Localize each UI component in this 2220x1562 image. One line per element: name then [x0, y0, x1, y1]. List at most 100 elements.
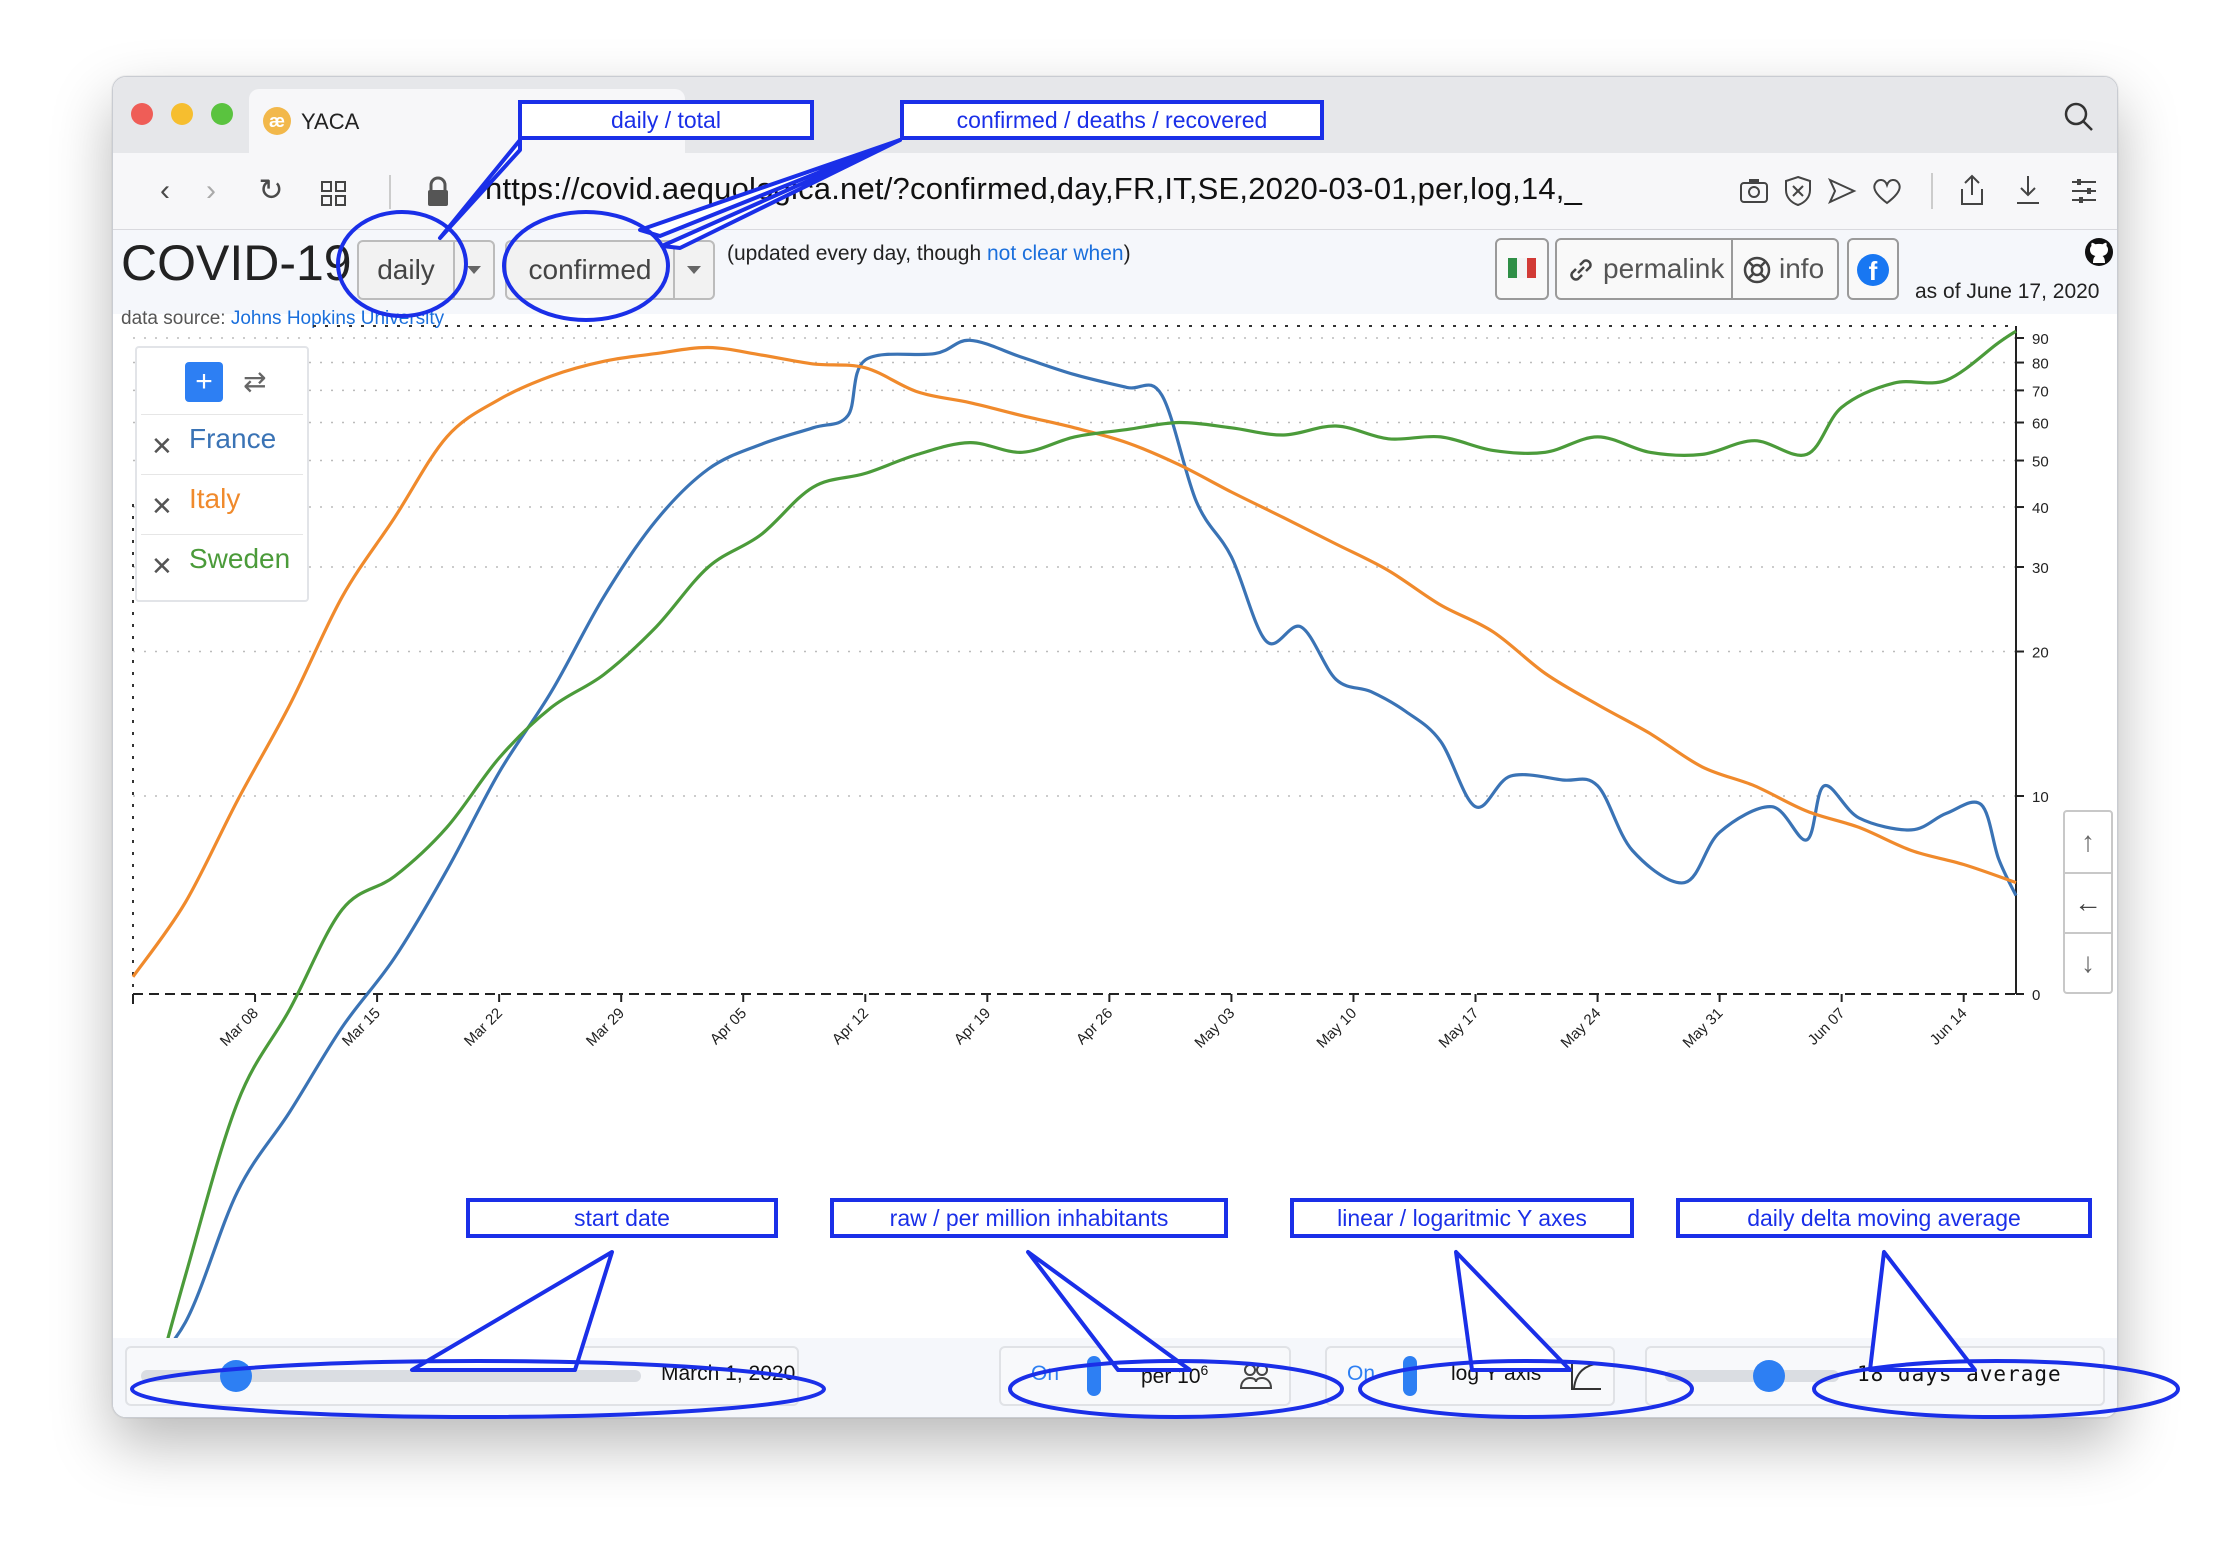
- y-tick-label: 80: [2032, 356, 2049, 373]
- legend-item-france[interactable]: ✕ France: [141, 414, 303, 473]
- remove-icon[interactable]: ✕: [151, 491, 173, 521]
- tab-overview-icon[interactable]: [319, 179, 349, 209]
- permalink-label: permalink: [1603, 253, 1725, 284]
- not-clear-when-link[interactable]: not clear when: [986, 242, 1124, 265]
- chart-series: [131, 329, 2018, 1338]
- y-tick-label: 70: [2032, 383, 2049, 400]
- y-tick-label: 60: [2032, 416, 2049, 433]
- update-note-text: (updated every day, though: [727, 242, 987, 265]
- raw-per-million-pointer: [1026, 1250, 1192, 1372]
- remove-icon[interactable]: ✕: [151, 551, 173, 581]
- chevron-down-icon: [673, 242, 713, 298]
- legend-item-sweden[interactable]: ✕ Sweden: [141, 534, 303, 593]
- pan-up-button[interactable]: ↑: [2065, 812, 2111, 874]
- per-million-highlight-ellipse: [1008, 1359, 1344, 1419]
- johns-hopkins-link[interactable]: Johns Hopkins University: [230, 308, 445, 329]
- pan-down-button[interactable]: ↓: [2081, 947, 2095, 978]
- confirmed-highlight-ellipse: [502, 210, 670, 322]
- y-tick-label: 40: [2032, 500, 2049, 517]
- annotation-start-date: start date: [466, 1198, 778, 1238]
- per-million-exponent: 6: [1200, 1362, 1209, 1378]
- legend-label: France: [189, 423, 277, 454]
- legend-label: Sweden: [189, 543, 291, 574]
- permalink-button[interactable]: permalink: [1555, 238, 1735, 300]
- facebook-button[interactable]: f: [1847, 238, 1899, 300]
- log-axis-toggle[interactable]: [1403, 1356, 1417, 1396]
- language-button[interactable]: [1495, 238, 1549, 300]
- browser-toolbar: ‹ › ↻: [113, 153, 2117, 230]
- shield-block-icon[interactable]: [1783, 175, 1813, 207]
- page-title: COVID-19: [121, 235, 352, 291]
- annotation-axes: linear / logaritmic Y axes: [1290, 1198, 1634, 1238]
- y-axis-ticks: 0 10 20 30 40 50 60 70 80 90: [2016, 331, 2049, 1004]
- data-source-label: data source:: [121, 308, 231, 329]
- daily-total-pointer: [438, 138, 522, 240]
- share-icon[interactable]: [1957, 173, 1987, 207]
- mode-select[interactable]: daily: [357, 240, 495, 300]
- y-tick-label: 90: [2032, 331, 2049, 348]
- annotation-daily-total: daily / total: [518, 100, 814, 140]
- pan-controls: ↑ ← ↓: [2063, 810, 2113, 994]
- back-icon[interactable]: ‹: [160, 174, 170, 207]
- chevron-down-icon: [453, 242, 493, 298]
- moving-average-slider-track[interactable]: [1665, 1370, 1839, 1382]
- y-tick-label: 20: [2032, 645, 2049, 662]
- legend-label: Italy: [189, 483, 241, 514]
- search-icon[interactable]: [2061, 99, 2097, 135]
- info-button[interactable]: info: [1731, 238, 1839, 300]
- settings-sliders-icon[interactable]: [2069, 177, 2099, 205]
- lock-icon: [428, 176, 448, 206]
- heart-icon[interactable]: [1871, 177, 1903, 205]
- update-note-suffix: ): [1123, 242, 1131, 265]
- camera-icon[interactable]: [1739, 177, 1769, 205]
- yaca-logo-icon: æ: [263, 107, 291, 135]
- series-line-france: [173, 338, 2018, 1338]
- metric-select[interactable]: confirmed: [505, 240, 715, 300]
- y-tick-label: 10: [2032, 789, 2049, 806]
- y-tick-label: 0: [2032, 987, 2040, 1004]
- facebook-icon: f: [1857, 254, 1889, 286]
- moving-average-slider-thumb[interactable]: [1753, 1360, 1786, 1392]
- maximize-window-icon[interactable]: [211, 103, 233, 125]
- info-label: info: [1779, 253, 1825, 284]
- y-tick-label: 30: [2032, 560, 2049, 577]
- add-country-button[interactable]: +: [185, 362, 223, 402]
- annotation-raw-per-million: raw / per million inhabitants: [830, 1198, 1228, 1238]
- legend-item-italy[interactable]: ✕ Italy: [141, 474, 303, 533]
- close-window-icon[interactable]: [131, 103, 153, 125]
- italian-flag-icon: [1508, 258, 1536, 278]
- send-icon[interactable]: [1827, 177, 1857, 205]
- github-icon[interactable]: [2083, 236, 2115, 268]
- daily-highlight-ellipse: [336, 210, 468, 318]
- update-note: (updated every day, though not clear whe…: [727, 242, 1131, 266]
- axes-pointer: [1454, 1250, 1572, 1372]
- lifebuoy-icon: [1743, 256, 1771, 284]
- toolbar-divider: [389, 175, 391, 209]
- start-date-highlight-ellipse: [130, 1359, 826, 1419]
- link-icon: [1570, 259, 1592, 281]
- remove-icon[interactable]: ✕: [151, 431, 173, 461]
- y-tick-label: 50: [2032, 454, 2049, 471]
- swap-icon[interactable]: ⇄: [243, 366, 267, 397]
- start-date-slider-thumb[interactable]: [220, 1360, 252, 1392]
- download-icon[interactable]: [2013, 173, 2043, 207]
- annotation-moving-average: daily delta moving average: [1676, 1198, 2092, 1238]
- pan-left-button[interactable]: ←: [2065, 874, 2111, 934]
- forward-icon[interactable]: ›: [206, 174, 216, 207]
- address-bar[interactable]: https://covid.aequologica.net/?confirmed…: [485, 171, 1583, 206]
- annotation-metric: confirmed / deaths / recovered: [900, 100, 1324, 140]
- data-source: data source: Johns Hopkins University: [121, 308, 444, 330]
- reload-icon[interactable]: ↻: [258, 174, 284, 207]
- tab-title: YACA: [301, 109, 360, 134]
- metric-select-value: confirmed: [528, 254, 652, 285]
- series-line-italy: [131, 345, 2017, 978]
- metric-pointer: [638, 138, 902, 238]
- mode-select-value: daily: [377, 254, 435, 285]
- start-date-slider-track[interactable]: [141, 1370, 641, 1382]
- minimize-window-icon[interactable]: [171, 103, 193, 125]
- moving-average-highlight-ellipse: [1812, 1359, 2180, 1419]
- start-date-pointer: [410, 1250, 614, 1372]
- moving-average-pointer: [1868, 1250, 1977, 1372]
